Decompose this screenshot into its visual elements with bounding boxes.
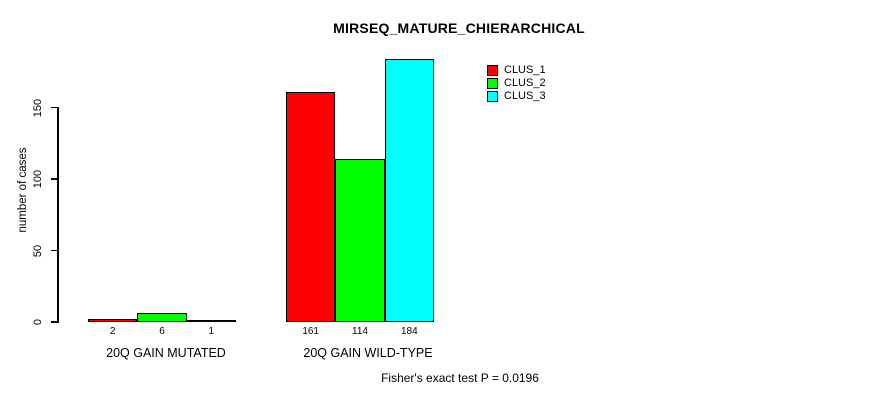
x-category-label: 20Q GAIN MUTATED [106,346,226,360]
bar-clus_3-group2 [384,58,434,322]
bar-clus_2-group2 [335,158,385,322]
y-tick-label: 50 [32,244,44,257]
y-tick-mark [51,249,58,252]
annotation-text: Fisher's exact test P = 0.0196 [381,371,539,385]
legend-swatch-icon [487,91,498,103]
y-tick-mark [51,106,58,109]
bar-value-label: 6 [159,326,165,337]
legend: CLUS_1 CLUS_2 CLUS_3 [487,65,546,103]
legend-item-label: CLUS_3 [504,90,546,103]
bar-clus_3-group1 [186,319,236,322]
legend-item-clus_3: CLUS_3 [487,91,546,103]
y-tick-label: 0 [32,318,44,326]
y-tick-mark [51,178,58,180]
y-tick-label: 150 [32,98,44,117]
y-axis-label: number of cases [17,147,29,233]
bar-value-label: 2 [109,326,116,337]
chart-title: MIRSEQ_MATURE_CHIERARCHICAL [333,20,585,36]
legend-item-label: CLUS_1 [504,64,546,77]
bar-value-label: 184 [400,326,418,337]
legend-item-label: CLUS_2 [504,77,546,90]
bar-value-label: 114 [352,326,368,337]
x-category-label: 20Q GAIN WILD-TYPE [303,346,433,360]
y-axis-line [57,107,59,323]
bar-value-label: 1 [208,326,215,337]
legend-swatch-icon [487,78,498,90]
bar-clus_1-group1 [88,319,138,322]
bar-clus_2-group1 [137,313,187,322]
legend-item-clus_1: CLUS_1 [487,65,546,77]
y-tick-label: 100 [32,169,44,189]
legend-item-clus_2: CLUS_2 [487,78,546,90]
bar-clus_1-group2 [286,91,336,322]
y-tick-mark [51,321,58,323]
bar-value-label: 161 [302,326,319,337]
legend-swatch-icon [487,65,498,77]
